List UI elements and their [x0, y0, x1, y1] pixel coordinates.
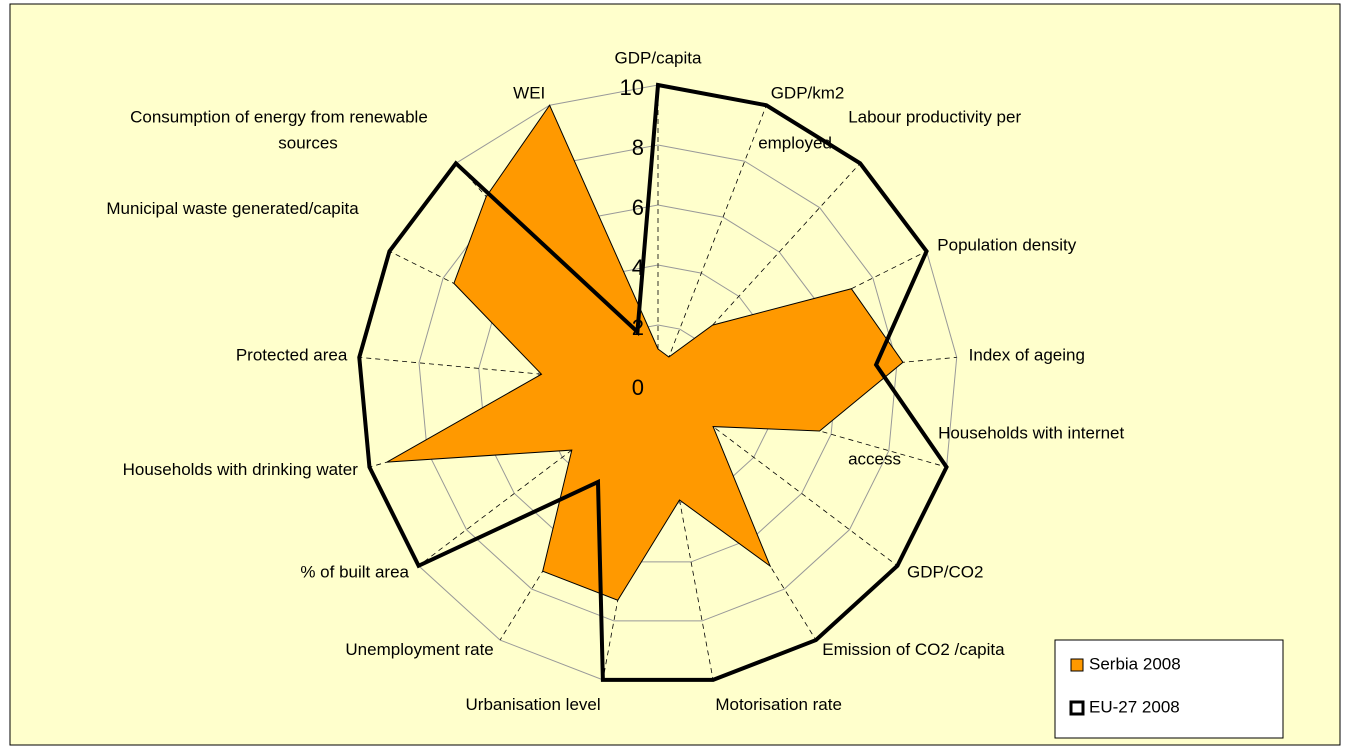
category-label: GDP/CO2 — [907, 563, 984, 582]
category-label: Emission of CO2 /capita — [822, 640, 1005, 659]
tick-label: 2 — [632, 315, 644, 340]
category-label: Index of ageing — [969, 346, 1085, 365]
category-label: Households with internet access — [848, 424, 1124, 469]
category-label: Municipal waste generated/capita — [106, 199, 359, 218]
category-label: Labour productivity per employed — [758, 108, 1021, 153]
category-label: Population density — [937, 235, 1076, 254]
category-label: % of built area — [300, 563, 409, 582]
category-label: Unemployment rate — [345, 640, 493, 659]
spoke — [657, 105, 767, 386]
legend-label: EU-27 2008 — [1089, 697, 1180, 716]
category-label: Motorisation rate — [715, 695, 842, 714]
area — [386, 104, 904, 601]
category-label: WEI — [513, 84, 545, 103]
tick-label: 4 — [632, 255, 644, 280]
category-label: Protected area — [236, 346, 348, 365]
line — [357, 82, 949, 682]
category-label: Urbanisation level — [466, 695, 601, 714]
legend-label: Serbia 2008 — [1089, 654, 1181, 673]
grid-ring — [418, 144, 898, 622]
legend-swatch — [1069, 700, 1085, 716]
tick-label: 10 — [620, 75, 644, 100]
tick-label: 8 — [632, 135, 644, 160]
legend-swatch — [1070, 658, 1084, 672]
tick-label: 6 — [632, 195, 644, 220]
legend — [1054, 639, 1284, 739]
category-label: Consumption of energy from renewable sour… — [130, 108, 428, 153]
tick-label: 0 — [632, 375, 644, 400]
category-label: GDP/capita — [615, 48, 702, 67]
category-label: Households with drinking water — [123, 460, 359, 479]
category-label: GDP/km2 — [771, 84, 845, 103]
